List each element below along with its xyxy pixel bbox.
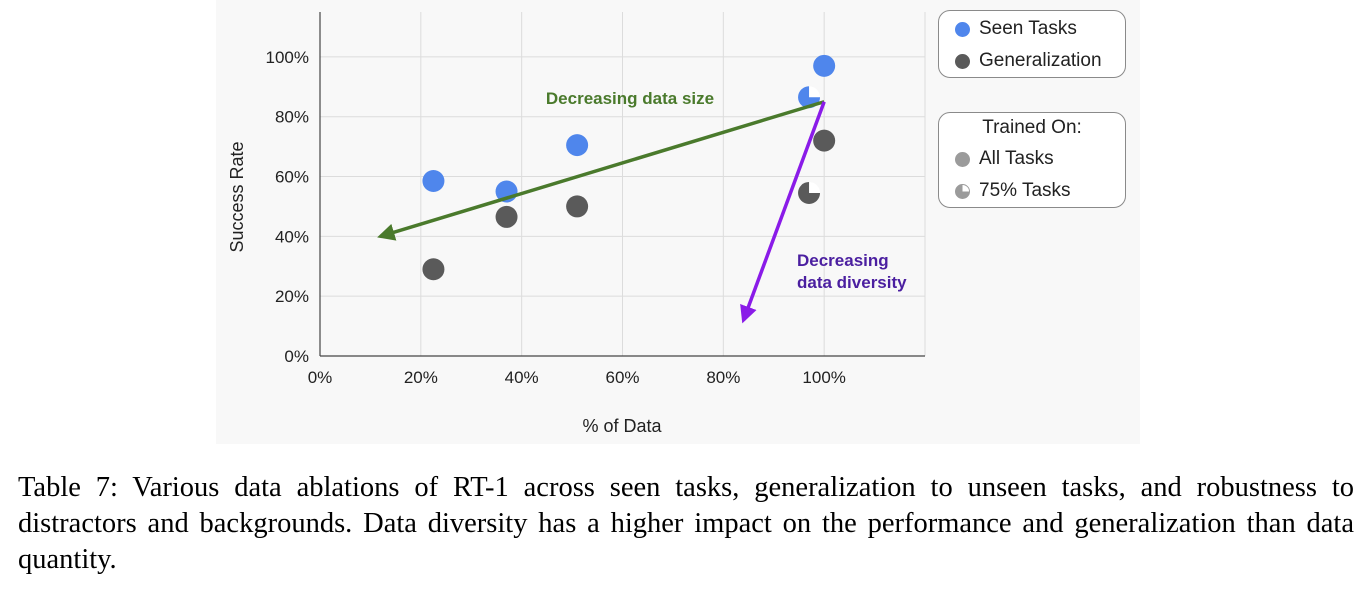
y-tick-label: 40% <box>275 227 309 246</box>
axes <box>319 12 925 357</box>
data-point <box>422 170 445 193</box>
data-point <box>495 205 518 228</box>
legend-title-trained-on: Trained On: <box>982 117 1082 138</box>
data-size-arrow <box>377 100 825 241</box>
y-tick-label: 100% <box>266 48 309 67</box>
data-point-fill <box>798 86 821 109</box>
data-point <box>422 258 445 281</box>
data-point-partial <box>798 181 821 204</box>
blue-dot-icon <box>955 21 970 37</box>
legend-item-75-tasks: 75% Tasks <box>955 179 1071 203</box>
data-point-fill <box>798 181 821 204</box>
x-tick-label: 80% <box>706 368 740 387</box>
gray-dot-icon <box>955 53 970 69</box>
data-point <box>566 134 589 157</box>
annotations: Decreasing data size Decreasing data diver… <box>377 89 907 324</box>
data-diversity-arrow <box>740 101 826 324</box>
y-tick-label: 60% <box>275 168 309 187</box>
x-tick-label: 20% <box>404 368 438 387</box>
y-tick-label: 0% <box>284 347 309 366</box>
data-point <box>813 54 836 77</box>
x-tick-label: 0% <box>308 368 333 387</box>
series-legend: Seen Tasks Generalization <box>938 10 1126 78</box>
y-tick-label: 20% <box>275 287 309 306</box>
data-size-annotation: Decreasing data size <box>546 89 714 108</box>
tick-labels: 0% 20% 40% 60% 80% 100% 0% 20% 40% 60% 80% 100% <box>266 48 846 387</box>
data-point <box>813 129 836 152</box>
data-point <box>566 195 589 218</box>
x-tick-label: 40% <box>505 368 539 387</box>
scatter-chart: 0% 20% 40% 60% 80% 100% 0% 20% 40% 60% 80% 100% Dec… <box>227 12 926 436</box>
legend-item-generalization: Generalization <box>955 49 1102 73</box>
legend-label-seen-tasks: Seen Tasks <box>979 18 1077 39</box>
y-axis-label: Success Rate <box>227 141 247 252</box>
full-circle-icon <box>955 151 970 167</box>
data-diversity-annotation: Decreasing <box>797 251 889 270</box>
x-tick-label: 60% <box>605 368 639 387</box>
x-tick-label: 100% <box>802 368 845 387</box>
y-tick-label: 80% <box>275 108 309 127</box>
legend-item-all-tasks: All Tasks <box>955 147 1054 171</box>
data-points <box>422 54 836 281</box>
figure-caption: Table 7: Various data ablations of RT-1 … <box>18 472 1354 575</box>
data-point-partial <box>798 86 821 109</box>
legend-item-seen-tasks: Seen Tasks <box>955 17 1077 41</box>
legend-label-75-tasks: 75% Tasks <box>979 180 1071 201</box>
legend-label-generalization: Generalization <box>979 50 1102 71</box>
legend-label-all-tasks: All Tasks <box>979 148 1054 169</box>
three-quarter-circle-icon <box>955 183 970 199</box>
trained-on-legend: Trained On: All Tasks 75% Tasks <box>938 112 1126 208</box>
data-diversity-annotation: data diversity <box>797 273 907 292</box>
x-axis-label: % of Data <box>582 416 662 436</box>
